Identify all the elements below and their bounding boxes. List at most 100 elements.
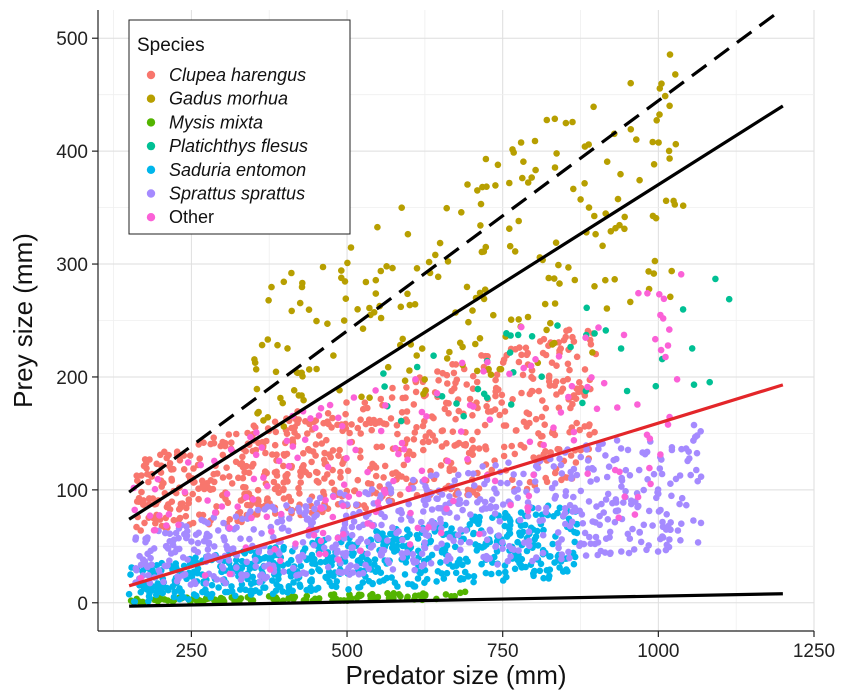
data-point	[373, 443, 381, 451]
data-point	[440, 575, 448, 582]
data-point	[510, 471, 517, 478]
data-point	[622, 488, 629, 495]
data-point	[192, 554, 199, 561]
legend-marker	[146, 141, 156, 151]
data-point	[344, 467, 352, 475]
data-point	[566, 554, 573, 562]
data-point	[163, 454, 170, 462]
data-point	[517, 139, 525, 146]
data-point	[367, 544, 375, 551]
data-point	[338, 267, 345, 274]
data-point	[348, 421, 355, 428]
data-point	[131, 506, 138, 514]
data-point	[666, 536, 673, 543]
data-point	[554, 509, 561, 517]
data-point	[271, 441, 279, 449]
data-point	[278, 525, 286, 532]
data-point	[555, 544, 562, 552]
data-point	[656, 465, 664, 472]
data-point	[506, 370, 513, 378]
data-point	[269, 503, 276, 511]
data-point	[225, 557, 233, 564]
data-point	[297, 472, 305, 480]
data-point	[358, 553, 366, 561]
data-point	[219, 474, 227, 481]
data-point	[317, 558, 325, 566]
data-point	[420, 508, 427, 515]
data-point	[412, 376, 419, 383]
data-point	[204, 497, 211, 504]
data-point	[253, 429, 260, 436]
data-point	[266, 566, 274, 573]
data-point	[326, 401, 334, 409]
data-point	[349, 552, 356, 559]
data-point	[354, 476, 362, 484]
x-axis-ticks: 250 500 750 1000 1250	[176, 631, 835, 662]
data-point	[583, 304, 590, 312]
data-point	[551, 300, 559, 307]
data-point	[635, 502, 642, 510]
data-point	[277, 394, 284, 402]
data-point	[399, 542, 407, 550]
data-point	[302, 503, 310, 510]
data-point	[365, 416, 373, 424]
data-point	[302, 596, 310, 603]
data-point	[399, 335, 407, 343]
data-point	[484, 358, 491, 366]
data-point	[274, 341, 281, 349]
data-point	[200, 537, 208, 545]
data-point	[465, 469, 472, 477]
data-point	[339, 502, 347, 510]
data-point	[297, 562, 305, 570]
data-point	[238, 571, 245, 578]
data-point	[375, 535, 382, 543]
data-point	[637, 538, 645, 546]
data-point	[481, 421, 489, 429]
data-point	[222, 495, 229, 503]
data-point	[155, 588, 162, 595]
data-point	[476, 513, 483, 521]
data-point	[174, 573, 181, 580]
data-point	[561, 509, 569, 517]
data-point	[398, 204, 406, 211]
data-point	[443, 355, 451, 362]
fit-line	[128, 104, 784, 521]
data-point	[444, 457, 452, 465]
data-point	[558, 536, 565, 543]
data-point	[299, 551, 306, 559]
data-point	[697, 428, 704, 435]
data-point	[256, 578, 264, 586]
data-point	[427, 472, 435, 480]
data-point	[480, 368, 487, 375]
data-point	[566, 366, 573, 374]
data-point	[285, 527, 292, 535]
data-point	[291, 593, 299, 601]
data-point	[151, 485, 159, 493]
data-point	[359, 405, 367, 413]
data-point	[324, 471, 331, 478]
data-point	[515, 316, 522, 323]
data-point	[473, 367, 481, 375]
data-point	[402, 559, 410, 566]
data-point	[442, 591, 450, 598]
data-point	[272, 428, 280, 436]
data-point	[170, 593, 178, 601]
data-point	[288, 307, 296, 315]
data-point	[358, 591, 365, 599]
data-point	[450, 369, 458, 377]
data-point	[458, 359, 466, 367]
data-point	[532, 511, 540, 518]
data-point	[452, 415, 459, 423]
data-point	[226, 524, 233, 532]
data-point	[384, 363, 392, 371]
data-point	[377, 267, 385, 275]
data-point	[340, 317, 348, 324]
data-point	[470, 578, 477, 586]
data-point	[433, 495, 440, 502]
data-point	[364, 550, 371, 557]
data-point	[145, 572, 152, 579]
data-point	[194, 569, 201, 577]
data-point	[283, 502, 290, 509]
data-point	[403, 533, 411, 541]
data-point	[349, 569, 357, 576]
